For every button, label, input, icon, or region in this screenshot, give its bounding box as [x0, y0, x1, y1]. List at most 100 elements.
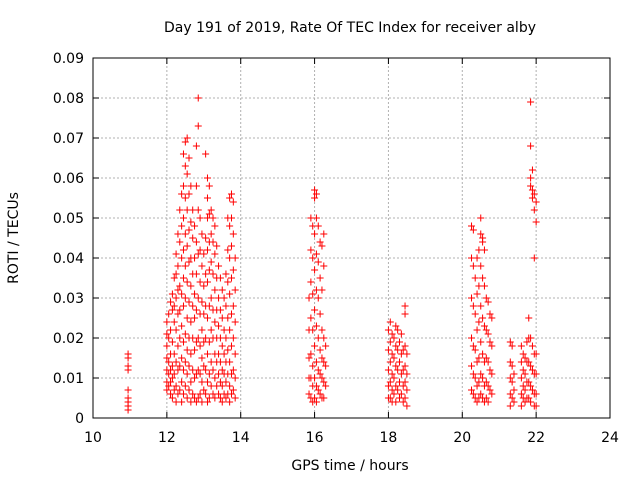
data-point: [479, 238, 487, 246]
data-point: [194, 294, 202, 302]
data-point: [163, 386, 171, 394]
x-tick-label: 14: [232, 430, 250, 446]
data-point: [205, 370, 213, 378]
data-point: [207, 230, 215, 238]
data-point: [311, 394, 319, 402]
data-point: [198, 298, 206, 306]
data-point: [307, 246, 315, 254]
data-point: [488, 342, 496, 350]
data-point: [185, 190, 193, 198]
data-point: [194, 94, 202, 102]
data-point: [203, 378, 211, 386]
data-point: [384, 326, 392, 334]
data-point: [167, 378, 175, 386]
data-point: [403, 350, 411, 358]
data-point: [320, 394, 328, 402]
data-point: [187, 218, 195, 226]
data-point: [309, 254, 317, 262]
data-point: [399, 398, 407, 406]
data-point: [508, 378, 516, 386]
data-point: [309, 362, 317, 370]
axis-ticks: [92, 57, 611, 419]
data-point: [168, 290, 176, 298]
data-point: [174, 342, 182, 350]
data-point: [403, 370, 411, 378]
data-point: [471, 310, 479, 318]
data-point: [521, 370, 529, 378]
y-tick-label: 0: [75, 411, 84, 427]
data-point: [322, 342, 330, 350]
data-point: [178, 398, 186, 406]
data-point: [179, 274, 187, 282]
data-point: [517, 374, 525, 382]
data-point: [508, 342, 516, 350]
data-point: [185, 362, 193, 370]
data-points: [124, 94, 540, 414]
data-point: [480, 246, 488, 254]
data-point: [316, 310, 324, 318]
data-point: [174, 262, 182, 270]
x-tick-label: 12: [158, 430, 176, 446]
x-tick-label: 18: [380, 430, 398, 446]
data-point: [181, 138, 189, 146]
data-point: [168, 306, 176, 314]
data-point: [202, 334, 210, 342]
data-point: [196, 342, 204, 350]
data-point: [519, 382, 527, 390]
data-point: [179, 182, 187, 190]
data-point: [167, 298, 175, 306]
data-point: [388, 350, 396, 358]
data-point: [207, 294, 215, 302]
data-point: [163, 330, 171, 338]
data-point: [209, 270, 217, 278]
data-point: [510, 398, 518, 406]
data-point: [229, 198, 237, 206]
data-point: [486, 338, 494, 346]
data-point: [473, 358, 481, 366]
data-point: [477, 370, 485, 378]
data-point: [200, 362, 208, 370]
data-point: [222, 394, 230, 402]
data-point: [468, 362, 476, 370]
data-point: [218, 366, 226, 374]
data-point: [473, 326, 481, 334]
data-point: [468, 386, 476, 394]
data-point: [386, 378, 394, 386]
data-point: [183, 394, 191, 402]
data-point: [320, 378, 328, 386]
data-point: [386, 338, 394, 346]
data-point: [209, 238, 217, 246]
data-point: [202, 234, 210, 242]
data-point: [471, 374, 479, 382]
data-point: [386, 394, 394, 402]
data-point: [229, 334, 237, 342]
data-point: [207, 258, 215, 266]
x-axis-label: GPS time / hours: [291, 458, 408, 474]
data-point: [178, 190, 186, 198]
data-point: [215, 322, 223, 330]
data-point: [305, 354, 313, 362]
data-point: [181, 262, 189, 270]
data-point: [203, 278, 211, 286]
data-point: [484, 398, 492, 406]
data-point: [196, 246, 204, 254]
data-point: [311, 230, 319, 238]
data-point: [191, 346, 199, 354]
data-point: [525, 378, 533, 386]
data-point: [174, 310, 182, 318]
data-point: [178, 322, 186, 330]
x-tick-label: 10: [84, 430, 102, 446]
data-point: [176, 386, 184, 394]
data-point: [222, 378, 230, 386]
data-point: [163, 354, 171, 362]
data-point: [468, 294, 476, 302]
data-point: [198, 354, 206, 362]
data-point: [469, 370, 477, 378]
data-point: [318, 242, 326, 250]
data-point: [229, 366, 237, 374]
data-point: [314, 222, 322, 230]
data-point: [181, 382, 189, 390]
data-point: [226, 290, 234, 298]
x-tick-labels: 10 12 14 16 18 20 22 24: [84, 430, 619, 446]
data-point: [167, 366, 175, 374]
